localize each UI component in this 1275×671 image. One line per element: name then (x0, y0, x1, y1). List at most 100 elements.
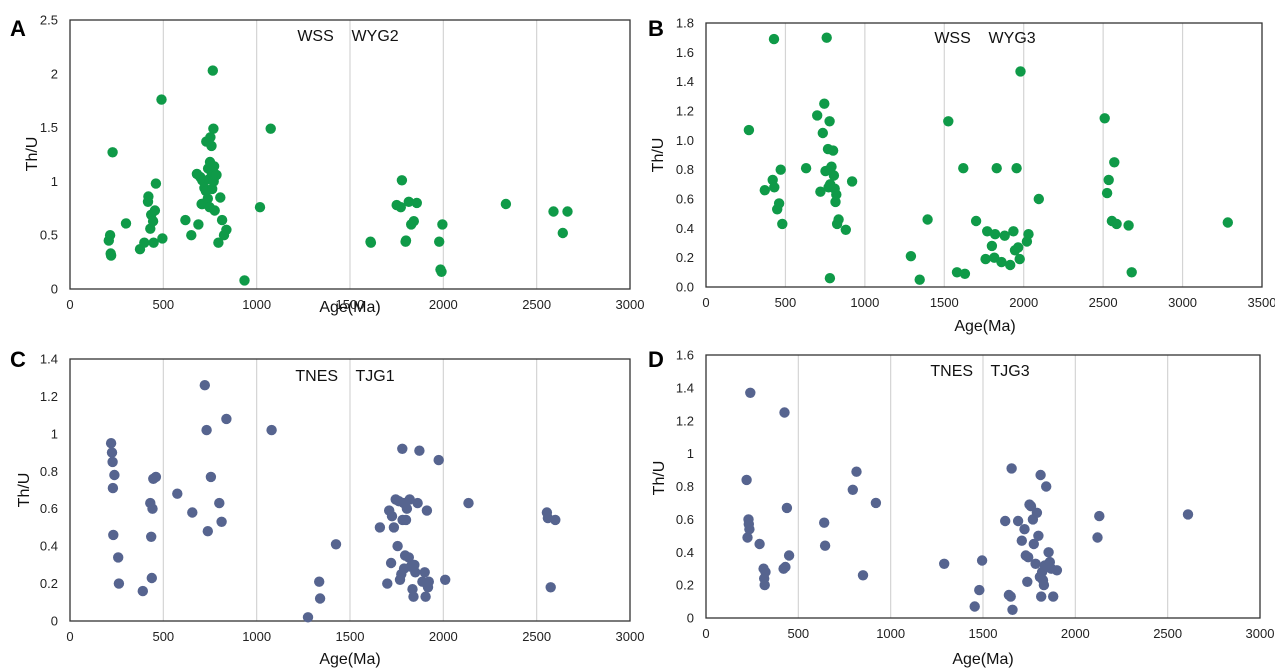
x-axis-label: Age(Ma) (319, 299, 380, 316)
data-point (302, 612, 314, 623)
data-point (365, 237, 377, 248)
data-point (400, 514, 412, 526)
data-point (1028, 538, 1040, 550)
data-point (982, 226, 993, 237)
data-point (1051, 565, 1063, 576)
data-point (760, 566, 771, 578)
data-point (1126, 267, 1137, 278)
data-point (959, 268, 971, 279)
data-point (831, 189, 842, 200)
x-tick-label: 1500 (930, 295, 959, 310)
panel-letter: B (648, 16, 664, 41)
y-tick-label: 1.2 (676, 413, 694, 428)
chart-panel-b: WSS WYG3 Age(Ma) Th/U 0 500 1000 1500 2000 25… (650, 16, 1275, 336)
y-tick-label: 1.2 (676, 104, 694, 119)
data-point (113, 578, 125, 589)
data-point (1012, 515, 1024, 527)
data-point (951, 267, 963, 278)
data-point (314, 576, 325, 587)
data-point (548, 206, 559, 217)
data-point (824, 273, 836, 284)
panel-letter: C (10, 347, 26, 372)
data-point (214, 497, 225, 509)
data-point (857, 570, 869, 581)
data-point (826, 161, 837, 172)
data-point (1031, 507, 1043, 518)
data-point (386, 511, 398, 522)
data-point (156, 94, 167, 105)
x-tick-label: 0 (702, 626, 709, 641)
data-point (743, 124, 755, 136)
data-point (403, 196, 414, 207)
data-point (397, 443, 408, 454)
data-point (120, 218, 132, 229)
data-point (408, 216, 419, 227)
x-axis-label: Age(Ma) (954, 318, 1015, 335)
data-point (208, 161, 220, 172)
data-point (143, 191, 154, 202)
data-point (221, 224, 232, 235)
panel-d: D TNES TJG3 Age(Ma) Th/U 0 500 1000 1500 200… (648, 347, 1274, 668)
data-point (562, 206, 573, 217)
data-point (1036, 591, 1047, 602)
x-tick-label: 0 (66, 629, 73, 644)
data-point (1022, 552, 1034, 563)
y-tick-label: 0 (51, 282, 58, 297)
data-point (400, 235, 412, 246)
y-tick-label: 0.8 (40, 464, 58, 479)
data-point (846, 176, 858, 187)
gridlines (797, 355, 1169, 618)
data-point (395, 202, 406, 213)
y-tick-label: 1.6 (676, 45, 694, 60)
data-point (421, 505, 433, 516)
plot-frame (69, 358, 631, 622)
data-point (768, 33, 780, 45)
data-point (1035, 469, 1046, 481)
data-point (970, 215, 982, 227)
data-point (106, 447, 118, 458)
data-point (388, 522, 400, 533)
data-point (148, 237, 159, 248)
data-point (1041, 481, 1052, 492)
y-tick-label: 0.6 (676, 512, 694, 527)
data-point (107, 482, 119, 494)
data-point (147, 216, 159, 227)
plot-frame (69, 19, 631, 290)
data-point (1023, 229, 1034, 240)
data-point (211, 169, 222, 181)
data-point (186, 230, 197, 241)
data-point (781, 502, 793, 514)
data-point (1109, 157, 1120, 168)
x-tick-label: 2500 (522, 629, 551, 644)
data-point (408, 591, 419, 602)
y-tick-label: 0.6 (676, 192, 694, 207)
data-point (1182, 509, 1194, 520)
data-point (437, 219, 448, 230)
data-point (205, 132, 216, 143)
data-point (500, 198, 512, 210)
data-points (741, 387, 1194, 615)
y-tick-label: 1.4 (676, 380, 694, 395)
data-point (254, 202, 266, 213)
data-point (1011, 163, 1022, 174)
data-point (741, 474, 752, 486)
data-point (206, 140, 217, 152)
data-point (958, 163, 969, 174)
x-axis-label: Age(Ma) (319, 651, 380, 668)
data-point (187, 507, 198, 518)
data-point (434, 236, 445, 247)
data-point (783, 550, 795, 561)
data-point (744, 524, 755, 535)
data-point (107, 456, 118, 468)
data-point (545, 582, 556, 593)
data-point (1043, 547, 1054, 558)
data-point (172, 488, 183, 499)
data-point (104, 230, 116, 241)
chart-panel-a: WSS WYG2 Age(Ma) Th/U 0 500 1000 1500 2000 25… (24, 13, 644, 317)
data-point (775, 164, 786, 175)
y-axis-label: Th/U (16, 473, 33, 508)
data-point (1123, 220, 1134, 231)
data-point (314, 593, 326, 604)
data-point (812, 110, 823, 121)
